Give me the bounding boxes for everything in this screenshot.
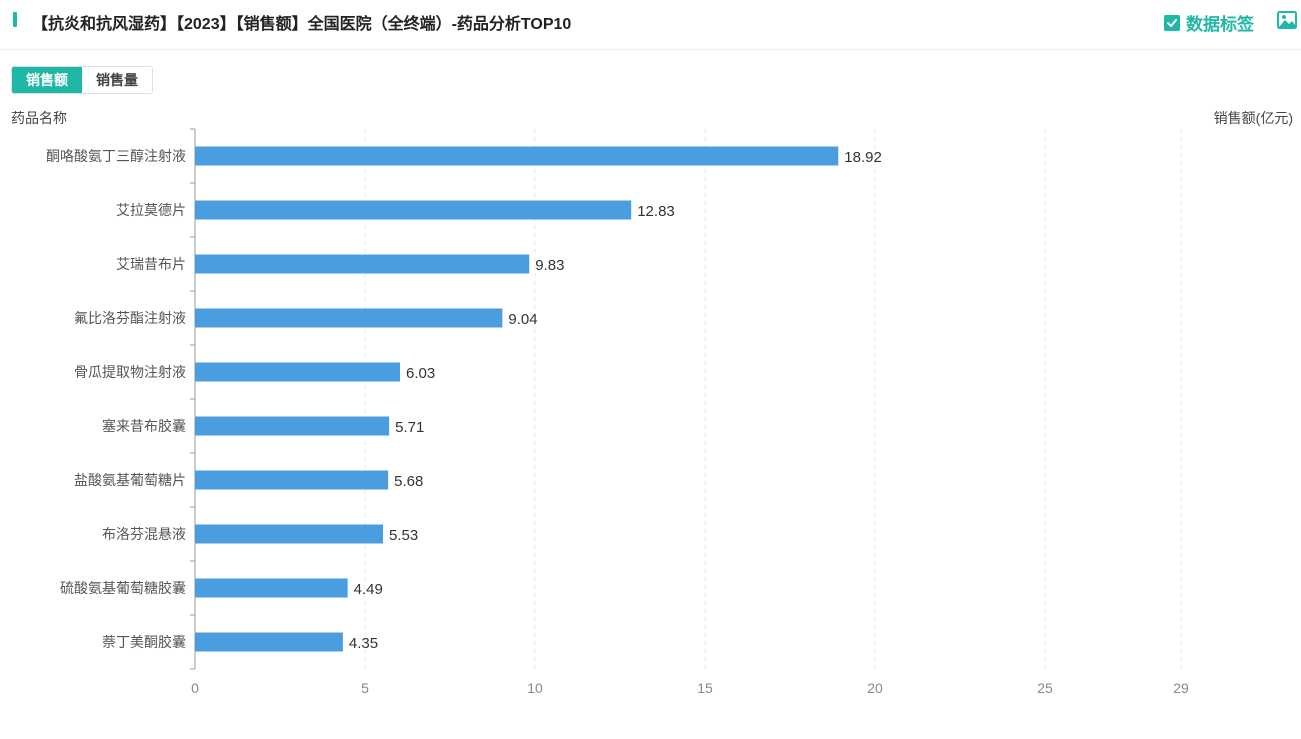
data-label: 6.03 — [406, 365, 435, 382]
x-tick-label: 5 — [361, 680, 369, 696]
bar — [195, 578, 348, 598]
category-label: 艾瑞昔布片 — [116, 256, 186, 272]
y-axis-title: 药品名称 — [11, 110, 67, 126]
chart-header: 【抗炎和抗风湿药】【2023】【销售额】全国医院（全终端）-药品分析TOP10 … — [0, 0, 1301, 50]
x-tick-label: 10 — [527, 680, 543, 696]
bar — [195, 308, 503, 328]
category-label: 萘丁美酮胶囊 — [102, 634, 186, 650]
data-label: 5.53 — [389, 527, 418, 544]
data-label: 18.92 — [844, 149, 882, 166]
bar — [195, 146, 839, 166]
x-tick-label: 20 — [867, 680, 883, 696]
data-label-toggle[interactable]: 数据标签 — [1164, 10, 1254, 35]
data-label-toggle-label[interactable]: 数据标签 — [1186, 15, 1254, 34]
data-label: 9.04 — [508, 311, 537, 328]
data-label: 4.49 — [354, 581, 383, 598]
category-label: 布洛芬混悬液 — [102, 526, 186, 542]
category-label: 艾拉莫德片 — [116, 202, 186, 218]
data-label: 12.83 — [637, 203, 675, 220]
category-label: 氟比洛芬酯注射液 — [74, 310, 186, 326]
image-icon[interactable] — [1277, 11, 1297, 29]
category-label: 盐酸氨基葡萄糖片 — [74, 472, 186, 488]
x-tick-label: 0 — [191, 680, 199, 696]
tab-sales-amount[interactable]: 销售额 — [12, 67, 82, 93]
x-tick-label: 29 — [1173, 680, 1189, 696]
data-label: 5.68 — [394, 473, 423, 490]
x-axis-title: 销售额(亿元) — [1213, 110, 1293, 126]
metric-switch: 销售额 销售量 — [11, 66, 153, 94]
tab-sales-volume[interactable]: 销售量 — [82, 67, 152, 93]
category-label: 骨瓜提取物注射液 — [74, 364, 186, 380]
title-marker — [13, 12, 17, 27]
bar — [195, 632, 343, 652]
chart-title: 【抗炎和抗风湿药】【2023】【销售额】全国医院（全终端）-药品分析TOP10 — [32, 16, 572, 33]
data-label: 9.83 — [535, 257, 564, 274]
bar — [195, 254, 530, 274]
bar — [195, 524, 384, 544]
bar — [195, 416, 390, 436]
bar — [195, 362, 401, 382]
data-label: 4.35 — [349, 635, 378, 652]
x-tick-label: 25 — [1037, 680, 1053, 696]
data-label: 5.71 — [395, 419, 424, 436]
x-tick-label: 15 — [697, 680, 713, 696]
checkbox-checked-icon[interactable] — [1164, 14, 1180, 31]
bar — [195, 470, 389, 490]
category-label: 硫酸氨基葡萄糖胶囊 — [60, 580, 186, 596]
category-label: 酮咯酸氨丁三醇注射液 — [46, 148, 186, 164]
category-label: 塞来昔布胶囊 — [102, 418, 186, 434]
bar — [195, 200, 632, 220]
